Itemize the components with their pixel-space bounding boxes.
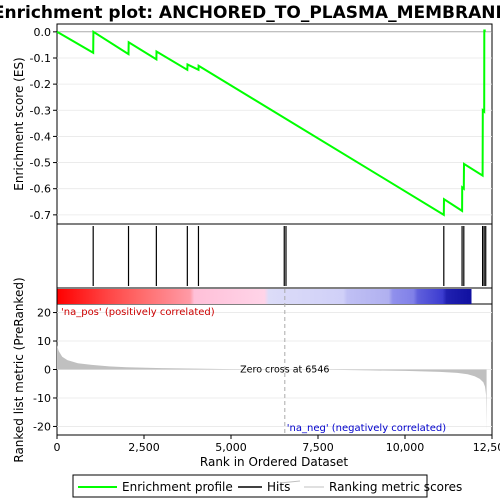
hit-markers — [92, 226, 487, 286]
ranking-metric-area — [57, 345, 487, 431]
metric-y-tick-label: 10 — [37, 335, 51, 348]
legend-label-enrichment: Enrichment profile — [122, 480, 233, 494]
x-tick-label: 7,500 — [302, 441, 334, 454]
x-tick-label: 2,500 — [128, 441, 160, 454]
x-axis-label: Rank in Ordered Dataset — [200, 455, 348, 469]
es-y-tick-label: -0.3 — [30, 104, 51, 117]
metric-y-tick-label: -10 — [33, 392, 51, 405]
es-y-tick-label: -0.4 — [30, 130, 51, 143]
metric-y-tick-label: 20 — [37, 307, 51, 320]
x-tick-label: 10,000 — [386, 441, 425, 454]
legend-swatch-ranking — [279, 480, 301, 484]
es-y-tick-label: -0.1 — [30, 52, 51, 65]
es-y-tick-label: -0.7 — [30, 209, 51, 222]
x-tick-label: 12,500 — [473, 441, 500, 454]
legend-frame — [72, 474, 428, 498]
zero-cross-label: Zero cross at 6546 — [240, 365, 329, 376]
es-y-tick-label: -0.2 — [30, 78, 51, 91]
legend: Enrichment profile Hits Ranking metric s… — [72, 474, 462, 498]
metric-y-tick-label: -20 — [33, 420, 51, 433]
legend-label-ranking: Ranking metric scores — [329, 480, 462, 494]
chart-title: Enrichment plot: ANCHORED_TO_PLASMA_MEMB… — [0, 3, 500, 23]
metric-y-axis-label: Ranked list metric (PreRanked) — [12, 277, 26, 462]
es-y-ticks: 0.0 -0.1 -0.2 -0.3 -0.4 -0.5 -0.6 -0.7 — [30, 26, 57, 222]
metric-y-tick-label: 0 — [44, 364, 51, 377]
ranking-color-bar — [57, 289, 472, 304]
metric-y-ticks: 20 10 0 -10 -20 — [33, 307, 57, 433]
x-tick-label: 5,000 — [215, 441, 247, 454]
enrichment-profile-line — [56, 29, 486, 217]
metric-x-ticks: 0 2,500 5,000 7,500 10,000 12,500 — [54, 435, 500, 454]
es-y-tick-label: -0.6 — [30, 183, 51, 196]
es-y-axis-label: Enrichment score (ES) — [12, 57, 26, 190]
legend-label-hits: Hits — [267, 480, 290, 494]
x-tick-label: 0 — [54, 441, 61, 454]
hits-panel-frame — [56, 223, 493, 289]
es-panel-frame — [56, 23, 493, 225]
es-gridlines — [57, 31, 492, 216]
es-y-tick-label: 0.0 — [34, 26, 52, 39]
es-y-tick-label: -0.5 — [30, 157, 51, 170]
na-pos-label: 'na_pos' (positively correlated) — [61, 307, 215, 318]
na-neg-label: 'na_neg' (negatively correlated) — [287, 423, 446, 434]
